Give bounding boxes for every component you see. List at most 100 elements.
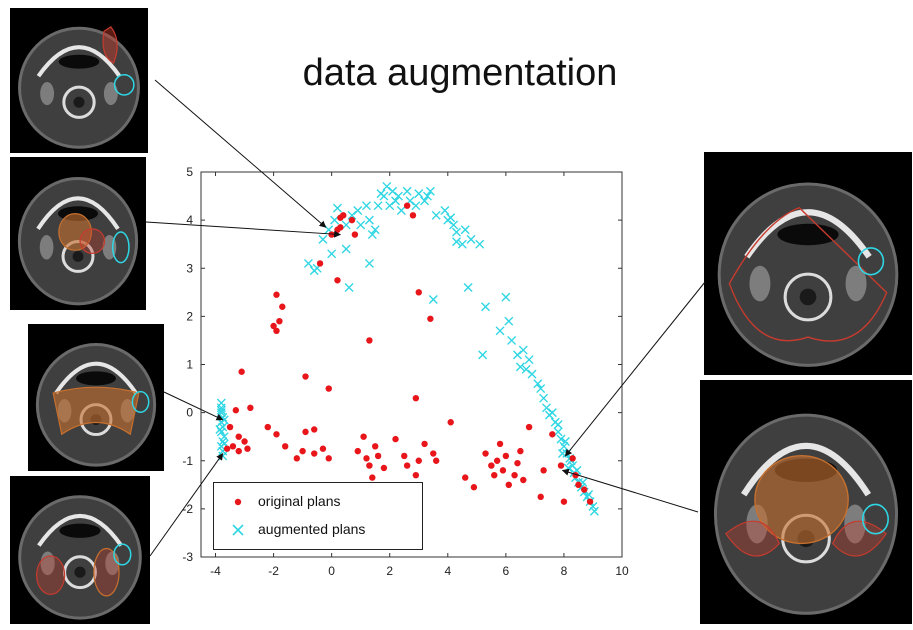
augmented-plan-point xyxy=(428,295,438,305)
original-plan-point xyxy=(409,212,417,219)
x-tick-label: -4 xyxy=(210,564,221,578)
original-plan-point xyxy=(421,440,428,448)
original-plan-point xyxy=(319,445,327,452)
x-tick-label: -2 xyxy=(268,564,279,578)
original-plan-point xyxy=(505,481,512,489)
augmented-plan-point xyxy=(501,292,511,302)
legend-dot-marker xyxy=(234,498,242,506)
x-tick-label: 2 xyxy=(386,564,393,578)
original-plan-point xyxy=(517,447,524,455)
augmented-plan-point xyxy=(364,258,374,268)
original-plan-point xyxy=(340,212,347,219)
augmented-plan-point xyxy=(457,239,467,249)
ct-scan-mid-left xyxy=(10,157,146,310)
augmented-plan-point xyxy=(478,350,488,360)
augmented-plan-point xyxy=(353,206,363,215)
augmented-plan-point xyxy=(518,345,528,355)
augmented-plan-point xyxy=(364,215,374,225)
original-plan-point xyxy=(586,498,594,505)
original-plan-point xyxy=(482,450,489,457)
original-plan-point xyxy=(366,462,373,469)
original-plan-point xyxy=(520,476,527,484)
augmented-plan-point xyxy=(356,220,366,230)
augmented-plan-point xyxy=(341,244,351,254)
ct-scan-lower-left xyxy=(28,324,164,471)
augmented-plan-point xyxy=(393,191,403,201)
original-plan-point xyxy=(366,337,373,344)
original-plan-point xyxy=(276,317,283,325)
augmented-plan-point xyxy=(542,403,552,413)
original-plan-point xyxy=(557,462,565,469)
original-plan-point xyxy=(226,423,234,431)
y-tick-label: 4 xyxy=(186,213,193,227)
augmented-plan-point xyxy=(556,434,566,444)
original-plan-point xyxy=(502,452,510,460)
augmented-plan-point xyxy=(370,225,380,235)
augmented-plan-point xyxy=(440,206,450,215)
original-plan-point xyxy=(273,431,280,438)
augmented-plan-point xyxy=(396,206,406,215)
original-plan-point xyxy=(316,260,324,267)
original-plan-point xyxy=(430,450,437,457)
augmented-plan-point xyxy=(536,384,546,394)
augmented-plan-point xyxy=(515,362,525,372)
augmented-plan-point xyxy=(507,335,517,345)
original-plan-point xyxy=(380,464,388,472)
page-title: data augmentation xyxy=(302,52,618,94)
legend-item-augmented: augmented plans xyxy=(214,520,422,540)
original-plan-point xyxy=(572,471,579,479)
augmented-plan-point xyxy=(460,225,470,235)
original-plan-point xyxy=(302,428,309,436)
augmented-plan-point xyxy=(391,196,401,206)
x-tick-label: 0 xyxy=(328,564,335,578)
augmented-plan-point xyxy=(411,201,421,211)
augmented-plan-point xyxy=(521,364,531,374)
augmented-plan-point xyxy=(533,379,543,389)
augmented-plan-point xyxy=(388,186,398,196)
ct-scan-bottom-left xyxy=(10,476,150,624)
ct-scan-drawing xyxy=(713,413,899,615)
legend-label-augmented: augmented plans xyxy=(258,521,366,537)
original-plan-point xyxy=(351,231,359,238)
original-plan-point xyxy=(273,327,280,335)
original-plan-point xyxy=(299,447,306,455)
original-plan-point xyxy=(337,224,344,231)
original-plan-point xyxy=(432,457,440,464)
original-plan-point xyxy=(311,426,318,433)
y-tick-label: -3 xyxy=(182,550,193,564)
original-plan-point xyxy=(488,462,495,469)
augmented-plan-point xyxy=(215,424,225,434)
original-plan-point xyxy=(415,457,422,464)
original-plan-point xyxy=(244,445,251,452)
original-plan-point xyxy=(241,438,248,445)
original-plan-point xyxy=(369,474,376,481)
augmented-plan-point xyxy=(431,210,441,220)
original-plan-point xyxy=(229,443,237,450)
x-tick-label: 8 xyxy=(561,564,568,578)
augmented-plan-point xyxy=(524,355,534,365)
y-tick-label: -1 xyxy=(182,454,193,468)
original-plan-point xyxy=(462,474,469,481)
y-tick-label: 1 xyxy=(186,358,193,372)
original-plan-point xyxy=(493,457,501,464)
y-tick-label: -2 xyxy=(182,502,193,516)
augmented-plan-point xyxy=(539,393,549,403)
x-tick-label: 4 xyxy=(444,564,451,578)
ct-scan-drawing xyxy=(17,176,139,306)
original-plan-point xyxy=(496,440,504,448)
ct-scan-drawing xyxy=(717,182,899,367)
y-tick-label: 2 xyxy=(186,309,193,323)
ct-scan-drawing xyxy=(35,343,157,467)
y-tick-label: 0 xyxy=(186,406,193,420)
original-plan-point xyxy=(282,443,289,450)
augmented-plan-point xyxy=(446,213,456,223)
original-plan-point xyxy=(273,291,280,298)
y-tick-label: 3 xyxy=(186,261,193,275)
augmented-plan-point xyxy=(553,420,563,430)
augmented-plan-point xyxy=(425,186,435,196)
augmented-plan-point xyxy=(414,189,424,199)
y-tick-label: 5 xyxy=(186,165,193,179)
original-plan-point xyxy=(401,452,408,460)
original-plan-point xyxy=(264,423,271,431)
